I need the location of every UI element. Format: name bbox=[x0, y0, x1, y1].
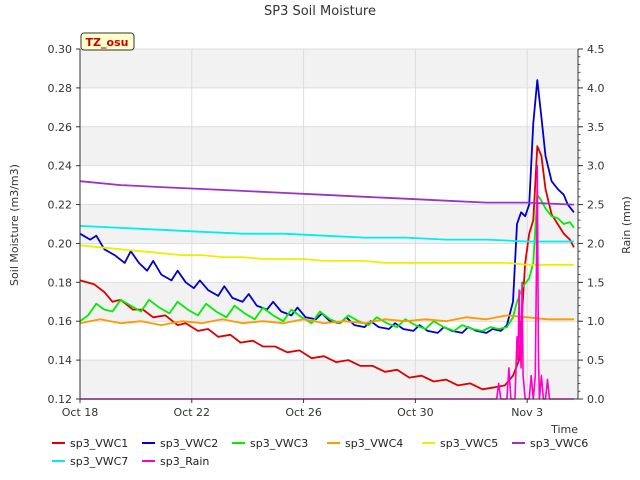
x-axis-title: Time bbox=[550, 423, 578, 436]
y-tick-label: 0.28 bbox=[48, 82, 73, 95]
y-tick-label: 0.12 bbox=[48, 393, 73, 406]
y2-tick-label: 3.0 bbox=[587, 160, 605, 173]
legend-item-sp3_VWC4: sp3_VWC4 bbox=[327, 437, 403, 450]
x-tick-label: Nov 3 bbox=[511, 406, 543, 419]
legend-item-sp3_Rain: sp3_Rain bbox=[142, 455, 209, 468]
legend-label: sp3_VWC6 bbox=[530, 437, 588, 450]
series-line-sp3_VWC4 bbox=[79, 314, 574, 327]
y2-tick-label: 1.5 bbox=[587, 276, 605, 289]
legend-label: sp3_Rain bbox=[160, 455, 209, 468]
legend: sp3_VWC1 sp3_VWC2 sp3_VWC3 sp3_VWC4 sp3_VWC5… bbox=[52, 437, 588, 468]
background-bands bbox=[80, 49, 578, 399]
x-tick-label: Oct 26 bbox=[285, 406, 322, 419]
legend-label: sp3_VWC4 bbox=[345, 437, 403, 450]
y2-tick-label: 1.0 bbox=[587, 315, 605, 328]
y2-tick-label: 0.0 bbox=[587, 393, 605, 406]
chart-title: SP3 Soil Moisture bbox=[264, 4, 376, 19]
legend-label: sp3_VWC3 bbox=[250, 437, 308, 450]
y-tick-label: 0.26 bbox=[48, 121, 73, 134]
y2-tick-label: 3.5 bbox=[587, 121, 605, 134]
badge-box bbox=[80, 32, 135, 51]
legend-label: sp3_VWC5 bbox=[440, 437, 498, 450]
y-tick-label: 0.22 bbox=[48, 199, 73, 212]
x-tick-label: Oct 30 bbox=[397, 406, 434, 419]
y-tick-label: 0.16 bbox=[48, 315, 73, 328]
legend-label: sp3_VWC2 bbox=[160, 437, 218, 450]
legend-item-sp3_VWC7: sp3_VWC7 bbox=[52, 455, 128, 468]
legend-item-sp3_VWC1: sp3_VWC1 bbox=[52, 437, 128, 450]
site-badge: TZ_osu bbox=[80, 32, 135, 51]
legend-item-sp3_VWC3: sp3_VWC3 bbox=[232, 437, 308, 450]
background-band bbox=[80, 49, 578, 88]
legend-item-sp3_VWC2: sp3_VWC2 bbox=[142, 437, 218, 450]
badge-label: TZ_osu bbox=[86, 36, 129, 49]
legend-item-sp3_VWC5: sp3_VWC5 bbox=[422, 437, 498, 450]
series-line-sp3_Rain bbox=[80, 164, 574, 400]
background-band bbox=[80, 126, 578, 166]
y-tick-label: 0.18 bbox=[48, 276, 73, 289]
x-tick-label: Oct 18 bbox=[62, 406, 99, 419]
series-line-sp3_VWC7 bbox=[79, 225, 574, 243]
series-line-sp3_VWC3 bbox=[79, 193, 575, 332]
background-band bbox=[80, 360, 578, 399]
series-lines bbox=[79, 79, 575, 400]
y-tick-label: 0.24 bbox=[48, 160, 73, 173]
y-tick-label: 0.30 bbox=[48, 43, 73, 56]
series-line-sp3_VWC1 bbox=[79, 145, 575, 391]
y-axis-title: Soil Moisture (m3/m3) bbox=[8, 164, 21, 286]
axes: 0.12 0.14 0.16 0.18 0.20 0.22 0.24 0.26 0.28 0.30… bbox=[48, 43, 605, 419]
legend-label: sp3_VWC1 bbox=[70, 437, 128, 450]
y2-tick-label: 4.5 bbox=[587, 43, 605, 56]
y2-tick-label: 2.5 bbox=[587, 199, 605, 212]
background-band bbox=[80, 282, 578, 322]
y2-tick-label: 2.0 bbox=[587, 237, 605, 250]
y2-tick-label: 4.0 bbox=[587, 82, 605, 95]
legend-item-sp3_VWC6: sp3_VWC6 bbox=[512, 437, 588, 450]
series-line-sp3_VWC5 bbox=[79, 244, 574, 266]
background-band bbox=[80, 204, 578, 244]
y2-axis-title: Rain (mm) bbox=[620, 196, 633, 254]
x-tick-label: Oct 22 bbox=[174, 406, 211, 419]
y2-tick-label: 0.5 bbox=[587, 354, 605, 367]
legend-label: sp3_VWC7 bbox=[70, 455, 128, 468]
series-line-sp3_VWC6 bbox=[79, 180, 574, 206]
y-tick-label: 0.14 bbox=[48, 354, 73, 367]
y-tick-label: 0.20 bbox=[48, 237, 73, 250]
